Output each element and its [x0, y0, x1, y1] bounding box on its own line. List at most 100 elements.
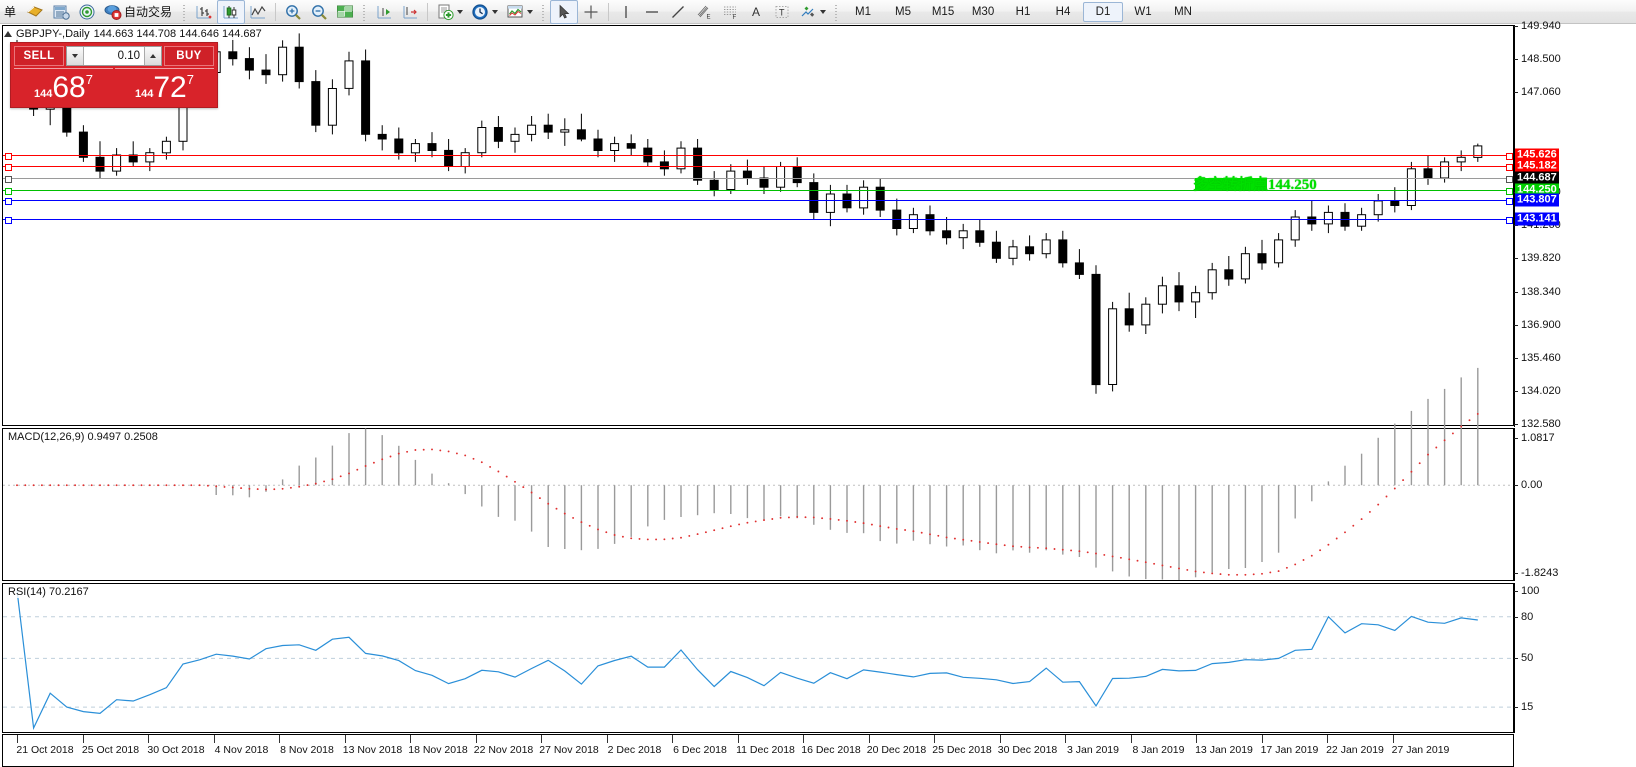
level-144-687-bid-handle-left[interactable] [5, 176, 12, 183]
level-144-687-bid-line[interactable] [3, 178, 1513, 179]
level-143-807-tag[interactable]: 143.807 [1515, 193, 1559, 207]
level-145-626-tag[interactable]: 145.626 [1515, 148, 1559, 162]
macd-pane[interactable]: MACD(12,26,9) 0.9497 0.2508 [2, 367, 1514, 581]
level-144-250-handle[interactable] [1506, 188, 1513, 195]
level-143-141-handle-left[interactable] [5, 217, 12, 224]
periods-button[interactable] [467, 1, 502, 23]
templates-button[interactable] [502, 1, 537, 23]
level-143-141-handle[interactable] [1506, 217, 1513, 224]
timeframe-mn[interactable]: MN [1174, 5, 1192, 18]
one-click-trading-panel[interactable]: SELL 0.10 BUY 144 68 7 144 72 7 [10, 42, 218, 108]
text-label-button[interactable]: T [769, 1, 795, 23]
trendline-button[interactable] [665, 1, 691, 23]
time-tick [279, 735, 280, 743]
buy-button[interactable]: BUY [164, 46, 214, 66]
data-grid-button[interactable] [332, 1, 358, 23]
chart-shift-button[interactable] [397, 1, 423, 23]
level-144-250-tag[interactable]: 144.250 [1515, 183, 1559, 197]
level-143-807-handle-left[interactable] [5, 198, 12, 205]
indicators-button[interactable] [432, 1, 467, 23]
level-145-182-line[interactable] [3, 166, 1513, 167]
price-scale[interactable]: 149.940148.500147.060142.700141.260139.8… [1514, 20, 1636, 430]
time-tick-label: 25 Dec 2018 [932, 744, 992, 756]
chart-expand-icon[interactable] [4, 31, 12, 37]
indicators-dropdown-caret[interactable] [455, 3, 464, 21]
timeframe-d1[interactable]: D1 [1083, 1, 1124, 22]
vertical-line-button[interactable] [613, 1, 639, 23]
cursor-button[interactable] [550, 0, 579, 24]
level-144-687-bid-handle[interactable] [1506, 176, 1513, 183]
rsi-pane[interactable]: RSI(14) 70.2167 [2, 583, 1514, 733]
volume-input[interactable]: 0.10 [117, 50, 140, 62]
timeframe-m1[interactable]: M1 [855, 5, 872, 18]
timeframe-m5[interactable]: M5 [895, 5, 912, 18]
candlestick-chart-button[interactable] [217, 0, 246, 24]
text-button[interactable]: A [743, 1, 769, 23]
data-window-button[interactable] [22, 1, 48, 23]
timeframe-h4[interactable]: H4 [1055, 5, 1071, 18]
price-tick-label: 136.900 [1521, 318, 1561, 331]
rsi-scale[interactable]: 100 80 50 15 [1514, 583, 1636, 733]
buy-price-display[interactable]: 144 72 7 [115, 68, 214, 104]
level-144-250-line[interactable] [3, 190, 1513, 191]
level-143-141-line[interactable] [3, 219, 1513, 220]
autotrading-icon [103, 2, 123, 22]
toolbar-grip-2[interactable] [361, 2, 369, 21]
toolbar-grip[interactable] [181, 2, 189, 21]
rsi-tick-label: 15 [1521, 701, 1534, 714]
chart-annotation[interactable]: 多空转折点144.250 [1193, 177, 1317, 193]
macd-scale[interactable]: 1.0817 0.00 -1.8243 [1514, 428, 1636, 581]
level-145-626-line[interactable] [3, 155, 1513, 156]
time-tick [17, 735, 18, 743]
toolbar-grip-4[interactable] [833, 2, 841, 21]
sell-price-display[interactable]: 144 68 7 [14, 68, 113, 104]
timeframe-m15[interactable]: M15 [931, 5, 955, 18]
sell-button[interactable]: SELL [14, 46, 64, 66]
macd-plot [3, 367, 1513, 580]
toolbar-grip-3[interactable] [540, 2, 548, 21]
line-chart-button[interactable] [245, 1, 271, 23]
level-144-250-handle-left[interactable] [5, 188, 12, 195]
volume-stepper[interactable]: 0.10 [66, 46, 162, 66]
time-axis[interactable]: 21 Oct 2018 25 Oct 2018 30 Oct 2018 4 Nov 2… [2, 734, 1514, 767]
timeframe-w1[interactable]: W1 [1134, 5, 1152, 18]
bar-chart-button[interactable] [191, 1, 217, 23]
templates-dropdown-caret[interactable] [525, 3, 534, 21]
volume-decrement-button[interactable] [67, 47, 84, 65]
level-143-807-line[interactable] [3, 200, 1513, 201]
navigator-icon [51, 2, 71, 22]
level-145-182-tag[interactable]: 145.182 [1515, 159, 1559, 173]
timeframe-h1[interactable]: H1 [1015, 5, 1031, 18]
time-tick [1392, 735, 1394, 743]
objects-button[interactable] [795, 1, 830, 23]
level-145-182-handle-left[interactable] [5, 164, 12, 171]
auto-scroll-button[interactable] [371, 1, 397, 23]
zoom-out-button[interactable] [306, 1, 332, 23]
zoom-in-button[interactable] [280, 1, 306, 23]
level-143-807-handle[interactable] [1506, 198, 1513, 205]
level-145-626-handle[interactable] [1506, 153, 1513, 160]
level-143-141-tag[interactable]: 143.141 [1515, 212, 1559, 226]
time-tick [475, 735, 477, 743]
time-tick-label: 13 Jan 2019 [1195, 744, 1253, 756]
horizontal-line-button[interactable] [639, 1, 665, 23]
navigator-button[interactable] [48, 1, 74, 23]
objects-dropdown-caret[interactable] [818, 3, 827, 21]
periods-dropdown-caret[interactable] [490, 3, 499, 21]
terminal-button[interactable] [74, 1, 100, 23]
crosshair-button[interactable] [578, 1, 604, 23]
volume-increment-button[interactable] [144, 47, 161, 65]
price-tick-label: 138.340 [1521, 285, 1561, 298]
timeframe-m30[interactable]: M30 [971, 5, 995, 18]
new-order-button[interactable]: 单 [0, 1, 22, 23]
level-145-626-handle-left[interactable] [5, 153, 12, 160]
price-pane[interactable]: 多空转折点144.250 [2, 25, 1514, 426]
level-144-687-bid-tag[interactable]: 144.687 [1515, 171, 1559, 185]
fibonacci-button[interactable]: F [717, 1, 743, 23]
level-145-182-handle[interactable] [1506, 164, 1513, 171]
one-click-price-row: 144 68 7 144 72 7 [11, 67, 217, 107]
new-order-label: 单 [4, 5, 17, 19]
autotrading-button[interactable]: 自动交易 [100, 1, 178, 23]
time-tick-label: 8 Nov 2018 [280, 744, 334, 756]
equidistant-channel-button[interactable]: E [691, 1, 717, 23]
